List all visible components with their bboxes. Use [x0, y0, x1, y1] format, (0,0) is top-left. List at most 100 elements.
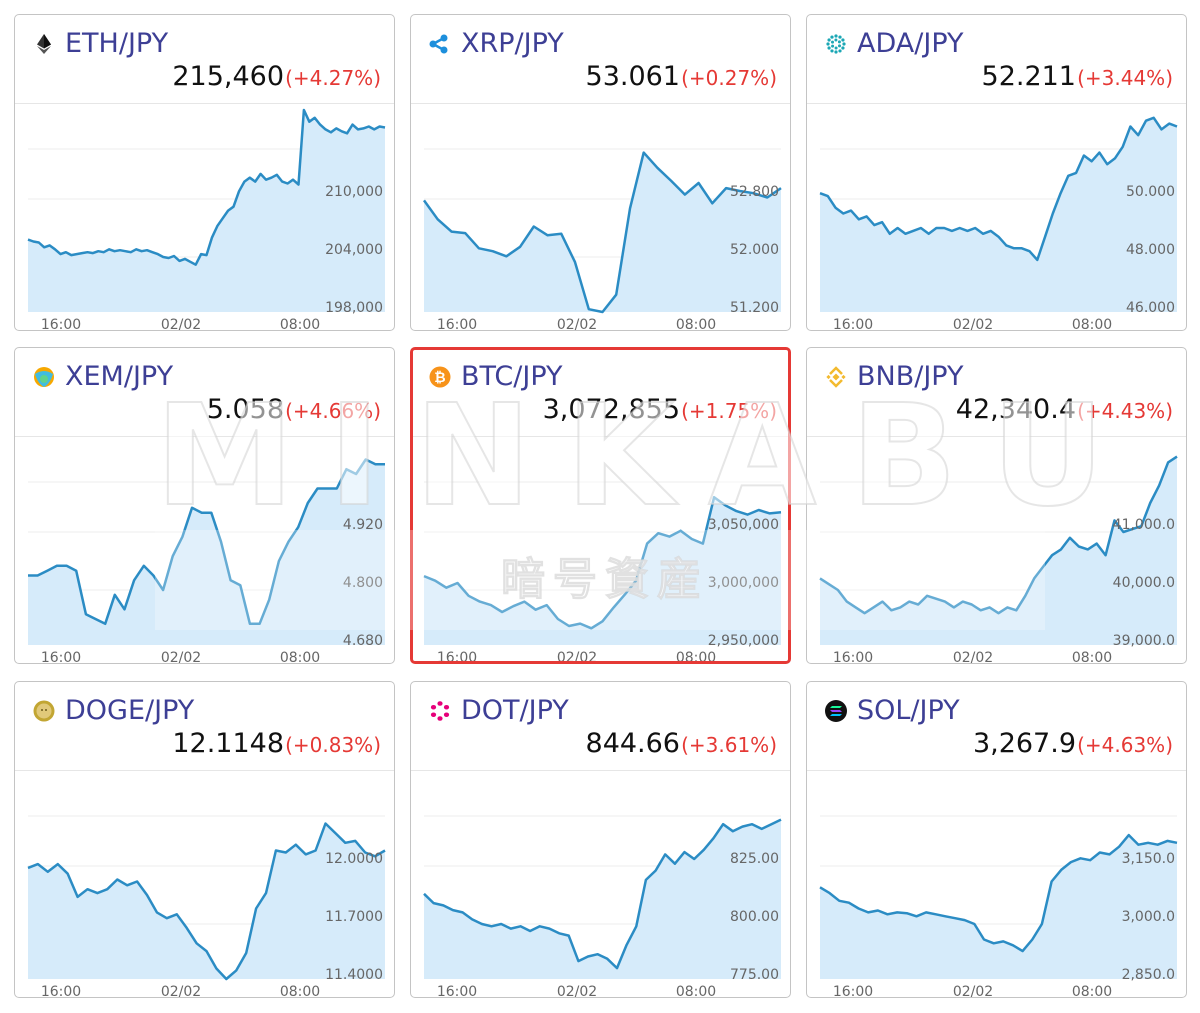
price-chart[interactable]: 52.800 52.000 51.200 16:00 02/02 08:00 [411, 104, 790, 330]
x-tick-label: 16:00 [437, 317, 477, 330]
x-tick-label: 02/02 [953, 650, 993, 663]
y-tick-label: 204,000 [325, 242, 383, 258]
price-card-ada[interactable]: ADA/JPY 52.211 (+3.44%) 50.000 48.000 46.000 1… [806, 14, 1187, 331]
x-tick-label: 16:00 [41, 984, 81, 997]
price-card-xem[interactable]: XEM/JPY 5.058 (+4.66%) 4.920 4.800 4.680 16:00… [14, 347, 395, 664]
x-tick-label: 08:00 [1072, 984, 1112, 997]
price-line [27, 108, 386, 266]
x-tick-label: 16:00 [833, 650, 873, 663]
y-tick-label: 39,000.0 [1113, 633, 1175, 649]
polkadot-icon [429, 700, 451, 722]
price-value: 52.211 [981, 61, 1076, 92]
change-percent: (+0.83%) [285, 733, 381, 757]
y-tick-label: 2,950,000 [708, 633, 779, 649]
price-area-fill [424, 497, 781, 645]
change-percent: (+4.43%) [1077, 399, 1173, 423]
x-tick-label: 02/02 [557, 317, 597, 330]
y-tick-label: 40,000.0 [1113, 575, 1175, 591]
x-tick-label: 02/02 [557, 984, 597, 997]
x-tick-label: 08:00 [1072, 317, 1112, 330]
price-chart[interactable]: 12.0000 11.7000 11.4000 16:00 02/02 08:00 [15, 771, 394, 997]
x-tick-label: 02/02 [161, 317, 201, 330]
y-tick-label: 48.000 [1126, 242, 1175, 258]
bitcoin-icon: ₿ [429, 366, 451, 388]
x-tick-label: 08:00 [280, 317, 320, 330]
card-header: BNB/JPY 42,340.4 (+4.43%) [807, 348, 1186, 437]
pair-label: XRP/JPY [461, 28, 564, 59]
price-card-dot[interactable]: DOT/JPY 844.66 (+3.61%) 825.00 800.00 775.00 1… [410, 681, 791, 998]
svg-text:₿: ₿ [434, 370, 445, 386]
y-tick-label: 198,000 [325, 300, 383, 316]
price-chart[interactable]: 3,150.0 3,000.0 2,850.0 16:00 02/02 08:00 [807, 771, 1186, 997]
y-tick-label: 11.4000 [325, 967, 383, 983]
y-tick-label: 41,000.0 [1113, 517, 1175, 533]
price-value: 3,072,855 [542, 394, 680, 425]
price-line [28, 458, 385, 626]
price-chart[interactable]: 825.00 800.00 775.00 16:00 02/02 08:00 [411, 771, 790, 997]
pair-label: ETH/JPY [65, 28, 169, 59]
change-percent: (+1.75%) [681, 399, 777, 423]
price-chart[interactable]: 210,000 204,000 198,000 16:00 02/02 08:00 [15, 104, 394, 330]
y-tick-label: 210,000 [325, 184, 383, 200]
x-tick-label: 08:00 [676, 317, 716, 330]
price-line [819, 455, 1178, 615]
price-area-fill [424, 819, 781, 979]
price-line [422, 151, 782, 314]
y-tick-label: 12.0000 [325, 851, 383, 867]
price-card-btc[interactable]: ₿ BTC/JPY 3,072,855 (+1.75%) 3,050,000 3,000,… [410, 347, 791, 664]
price-line [423, 818, 782, 970]
change-percent: (+3.61%) [681, 733, 777, 757]
ethereum-icon [33, 33, 55, 55]
price-value: 844.66 [585, 728, 680, 759]
price-value: 42,340.4 [955, 394, 1076, 425]
price-value: 215,460 [172, 61, 284, 92]
y-tick-label: 800.00 [730, 909, 779, 925]
card-header: DOGE/JPY 12.1148 (+0.83%) [15, 682, 394, 771]
change-percent: (+3.44%) [1077, 66, 1173, 90]
price-chart[interactable]: 50.000 48.000 46.000 16:00 02/02 08:00 [807, 104, 1186, 330]
y-tick-label: 3,050,000 [708, 517, 779, 533]
card-header: XEM/JPY 5.058 (+4.66%) [15, 348, 394, 437]
card-header: XRP/JPY 53.061 (+0.27%) [411, 15, 790, 104]
change-percent: (+4.66%) [285, 399, 381, 423]
card-header: ₿ BTC/JPY 3,072,855 (+1.75%) [413, 350, 788, 437]
dogecoin-icon [33, 700, 55, 722]
y-tick-label: 4.920 [343, 517, 383, 533]
y-tick-label: 825.00 [730, 851, 779, 867]
x-tick-label: 02/02 [161, 984, 201, 997]
x-tick-label: 08:00 [676, 984, 716, 997]
y-tick-label: 2,850.0 [1122, 967, 1175, 983]
y-tick-label: 3,150.0 [1122, 851, 1175, 867]
x-tick-label: 16:00 [437, 650, 477, 663]
price-card-xrp[interactable]: XRP/JPY 53.061 (+0.27%) 52.800 52.000 51.200 1… [410, 14, 791, 331]
price-chart[interactable]: 3,050,000 3,000,000 2,950,000 16:00 02/02 08:… [411, 437, 790, 663]
y-tick-label: 11.7000 [325, 909, 383, 925]
y-tick-label: 3,000,000 [708, 575, 779, 591]
y-tick-label: 4.680 [343, 633, 383, 649]
pair-label: XEM/JPY [65, 361, 174, 392]
y-tick-label: 3,000.0 [1122, 909, 1175, 925]
y-tick-label: 775.00 [730, 967, 779, 983]
price-card-sol[interactable]: SOL/JPY 3,267.9 (+4.63%) 3,150.0 3,000.0 2,85… [806, 681, 1187, 998]
price-value: 12.1148 [172, 728, 284, 759]
x-tick-label: 02/02 [161, 650, 201, 663]
price-card-bnb[interactable]: BNB/JPY 42,340.4 (+4.43%) 41,000.0 40,000.0 3… [806, 347, 1187, 664]
x-tick-label: 16:00 [833, 317, 873, 330]
change-percent: (+4.63%) [1077, 733, 1173, 757]
binance-icon [825, 366, 847, 388]
x-tick-label: 16:00 [41, 650, 81, 663]
card-header: SOL/JPY 3,267.9 (+4.63%) [807, 682, 1186, 771]
price-card-doge[interactable]: DOGE/JPY 12.1148 (+0.83%) 12.0000 11.7000 11.… [14, 681, 395, 998]
pair-label: DOT/JPY [461, 695, 569, 726]
y-tick-label: 46.000 [1126, 300, 1175, 316]
xrp-icon [429, 33, 451, 55]
x-tick-label: 02/02 [557, 650, 597, 663]
x-tick-label: 16:00 [437, 984, 477, 997]
y-tick-label: 51.200 [730, 300, 779, 316]
price-card-eth[interactable]: ETH/JPY 215,460 (+4.27%) 210,000 204,000 198,… [14, 14, 395, 331]
price-chart[interactable]: 4.920 4.800 4.680 16:00 02/02 08:00 [15, 437, 394, 663]
price-area-fill [820, 835, 1177, 979]
price-value: 3,267.9 [972, 728, 1076, 759]
card-header: ETH/JPY 215,460 (+4.27%) [15, 15, 394, 104]
price-chart[interactable]: 41,000.0 40,000.0 39,000.0 16:00 02/02 08:00 [807, 437, 1186, 663]
